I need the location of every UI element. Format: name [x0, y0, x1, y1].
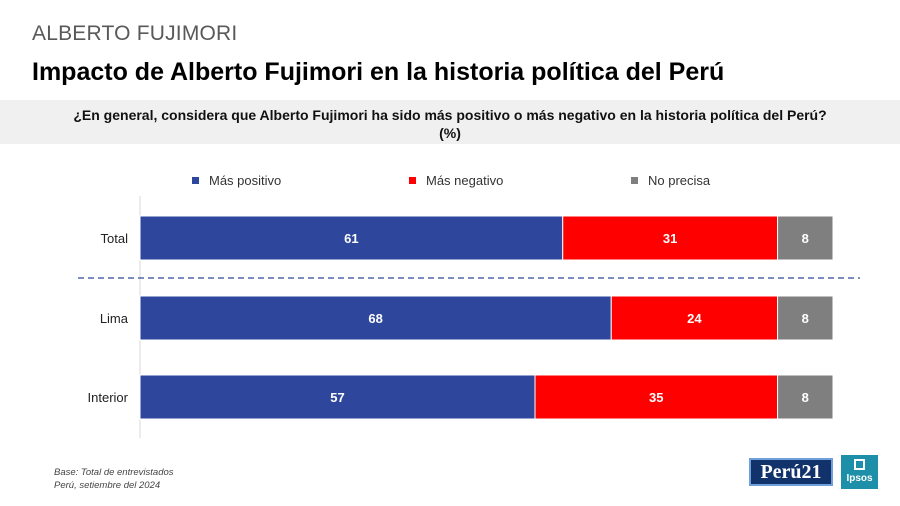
chart-title: Impacto de Alberto Fujimori en la histor… — [32, 58, 725, 86]
category-label: Lima — [100, 311, 129, 326]
ipsos-logo: Ipsos — [841, 455, 878, 489]
bar-positive — [139, 374, 536, 420]
data-label-positive: 68 — [368, 311, 382, 326]
bar-no-precisa — [777, 295, 834, 341]
question-band — [0, 100, 900, 144]
bar-no-precisa — [777, 215, 834, 261]
legend: Más positivo Más negativo No precisa — [0, 173, 900, 191]
footnote-base: Base: Total de entrevistados — [54, 467, 174, 478]
data-label-negative: 31 — [663, 231, 677, 246]
legend-label-positive: Más positivo — [209, 173, 282, 188]
legend-swatch-positive — [192, 177, 199, 184]
category-label: Interior — [88, 390, 129, 405]
data-label-no-precisa: 8 — [802, 311, 809, 326]
category-label: Total — [101, 231, 129, 246]
data-label-no-precisa: 8 — [802, 390, 809, 405]
data-label-no-precisa: 8 — [802, 231, 809, 246]
legend-label-no-precisa: No precisa — [648, 173, 711, 188]
legend-swatch-negative — [409, 177, 416, 184]
data-label-negative: 35 — [649, 390, 663, 405]
footnote: Base: Total de entrevistados Perú, setie… — [54, 466, 174, 492]
question-unit: (%) — [439, 125, 461, 141]
data-label-positive: 57 — [330, 390, 344, 405]
peru21-logo: Perú21 — [749, 458, 833, 486]
data-label-negative: 24 — [687, 311, 702, 326]
bar-no-precisa — [777, 374, 834, 420]
legend-swatch-no-precisa — [631, 177, 638, 184]
bar-negative — [562, 215, 779, 261]
bar-positive — [139, 295, 612, 341]
survey-question: ¿En general, considera que Alberto Fujim… — [20, 106, 880, 142]
question-text: ¿En general, considera que Alberto Fujim… — [73, 107, 827, 123]
legend-label-negative: Más negativo — [426, 173, 504, 188]
data-label-positive: 61 — [344, 231, 358, 246]
legend-item-negative: Más negativo — [409, 173, 503, 188]
legend-item-positive: Más positivo — [192, 173, 281, 188]
legend-item-no-precisa: No precisa — [631, 173, 710, 188]
footnote-date: Perú, setiembre del 2024 — [54, 480, 161, 491]
bar-negative — [534, 374, 779, 420]
bar-positive — [139, 215, 564, 261]
section-kicker: ALBERTO FUJIMORI — [32, 22, 238, 45]
